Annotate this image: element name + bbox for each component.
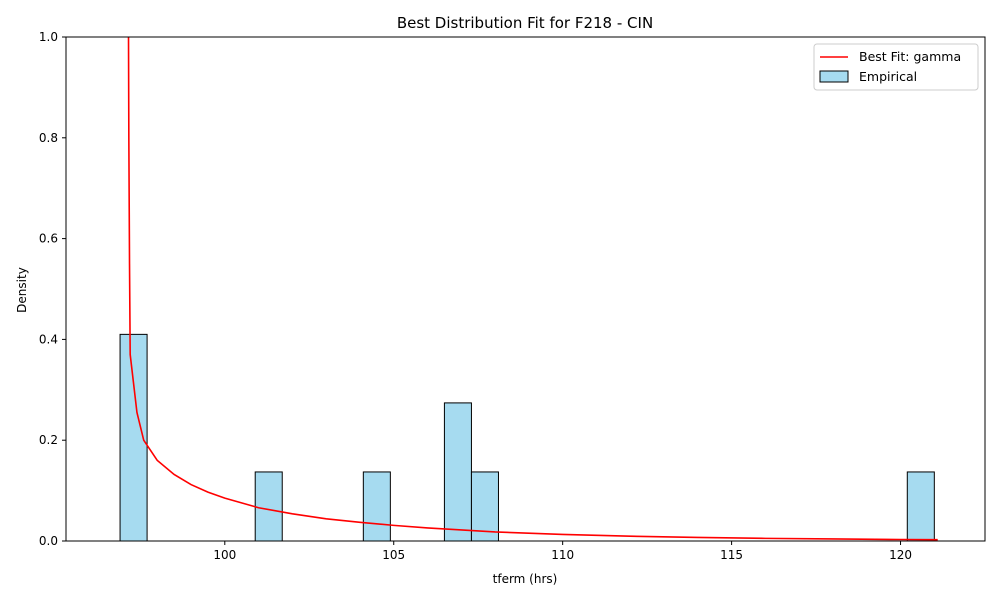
legend-label-empirical: Empirical <box>859 69 917 84</box>
histogram-bar-1 <box>254 471 283 542</box>
histogram-bars <box>119 333 935 542</box>
fit-curve-line <box>127 37 938 541</box>
y-tick-label: 0.8 <box>39 131 58 145</box>
y-axis-ticks: 0.0 0.2 0.4 0.6 0.8 1.0 <box>39 30 66 548</box>
x-tick-label: 105 <box>382 548 405 562</box>
legend: Best Fit: gamma Empirical <box>813 43 979 91</box>
y-tick-label: 0.6 <box>39 232 58 246</box>
x-tick-label: 100 <box>213 548 236 562</box>
y-tick-label: 0.2 <box>39 433 58 447</box>
histogram-bar-4 <box>470 471 499 542</box>
histogram-bar-3 <box>443 402 472 542</box>
x-axis-title: tferm (hrs) <box>493 572 558 586</box>
x-tick-label: 115 <box>720 548 743 562</box>
histogram-bar-2 <box>362 471 391 542</box>
y-tick-label: 0.4 <box>39 332 58 346</box>
y-tick-label: 0.0 <box>39 534 58 548</box>
legend-box <box>813 43 979 91</box>
histogram-bar-5 <box>906 471 935 542</box>
y-tick-label: 1.0 <box>39 30 58 44</box>
x-axis-ticks: 100 105 110 115 120 <box>213 541 912 562</box>
plot-frame <box>65 36 986 542</box>
x-tick-label: 110 <box>551 548 574 562</box>
fit-curve-layer <box>127 37 938 541</box>
y-axis-title: Density <box>15 267 29 313</box>
legend-patch-swatch <box>819 70 849 83</box>
chart-title: Best Distribution Fit for F218 - CIN <box>397 14 653 32</box>
legend-label-fit: Best Fit: gamma <box>859 49 961 64</box>
x-tick-label: 120 <box>889 548 912 562</box>
